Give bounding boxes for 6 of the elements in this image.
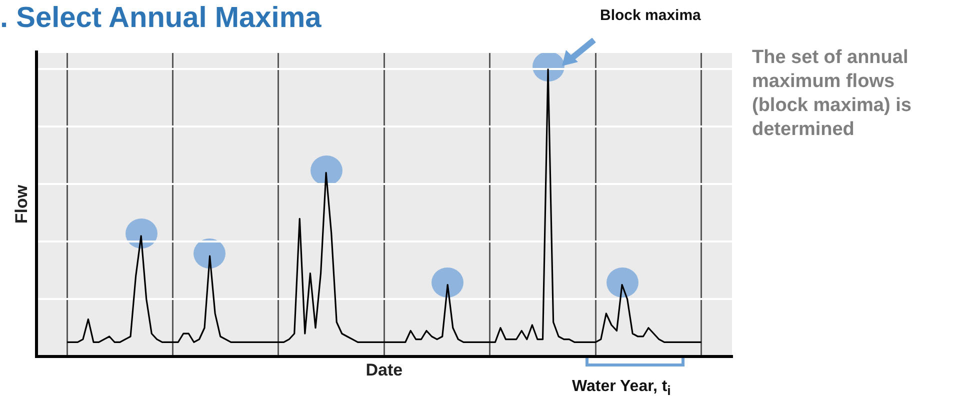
y-axis-title: Flow (12, 184, 31, 224)
text: The set of annual maximum flows (block maxima) is determined (752, 46, 912, 142)
text: Block maxima (600, 7, 701, 24)
x-axis-title: Date (366, 360, 403, 380)
text: Water Year, t$_{i}$ (572, 378, 671, 398)
chart-title: . Select Annual Maxima (0, 2, 322, 35)
